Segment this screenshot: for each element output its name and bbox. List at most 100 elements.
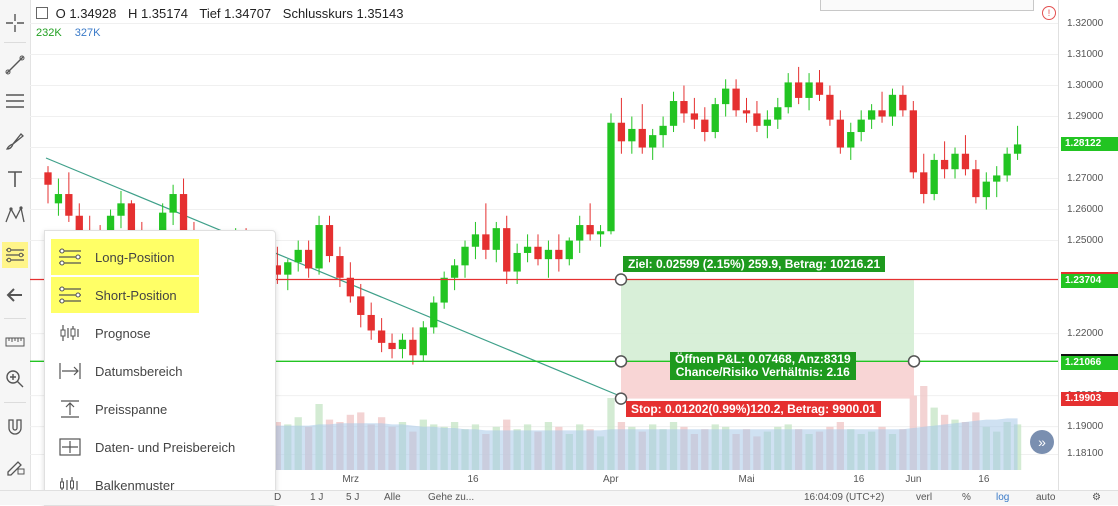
range-1y-button[interactable]: 1 J [310, 492, 324, 503]
candle-body [409, 339, 417, 356]
position-tools-menu: Long-Position Short-Position Prognose Da… [44, 230, 276, 506]
candle-body [336, 256, 344, 278]
price-tick-label: 1.27000 [1067, 172, 1104, 184]
date-range-icon [57, 361, 83, 381]
candle-body [774, 107, 782, 120]
price-axis[interactable]: 1.320001.310001.300001.290001.280001.270… [1058, 0, 1118, 490]
lock-drawing-icon[interactable] [2, 452, 28, 478]
drawing-toolbar [0, 0, 31, 504]
candle-body [357, 296, 365, 315]
candle-body [273, 265, 282, 275]
menu-item-label: Daten- und Preisbereich [95, 439, 236, 455]
candle-body [878, 110, 886, 117]
price-tick-label: 1.18100 [1067, 448, 1104, 460]
position-handle [907, 355, 921, 368]
position-tools-icon[interactable] [2, 242, 28, 268]
candle-body [461, 246, 469, 266]
goto-button[interactable]: Gehe zu... [428, 492, 475, 503]
candle-body [607, 122, 615, 232]
price-tick-label: 1.32000 [1067, 17, 1104, 29]
candle-body [732, 88, 740, 111]
menu-item-label: Datumsbereich [95, 363, 183, 379]
menu-item-date-price-range[interactable]: Daten- und Preisbereich [51, 429, 269, 465]
brush-icon[interactable] [2, 128, 28, 154]
candle-body [596, 231, 605, 235]
candle-body [669, 101, 678, 126]
date-price-range-icon [57, 437, 83, 457]
ruler-icon[interactable] [2, 328, 28, 354]
candle-body [951, 153, 959, 170]
toggle-percent[interactable]: % [962, 492, 971, 503]
range-5y-button[interactable]: 5 J [346, 492, 360, 503]
candle-body [722, 88, 730, 105]
low-value: Tief 1.34707 [199, 6, 272, 21]
crosshair-icon[interactable] [2, 10, 28, 36]
candle-body [503, 228, 511, 272]
alert-icon[interactable]: ! [1042, 6, 1056, 20]
pattern-icon[interactable] [2, 202, 28, 228]
bars-pattern-icon [57, 475, 83, 495]
high-value: H 1.35174 [127, 6, 188, 21]
range-all-button[interactable]: Alle [384, 492, 401, 503]
top-widget[interactable] [820, 0, 1034, 11]
candle-body [450, 265, 459, 278]
candle-body [367, 314, 375, 331]
candle-body [826, 94, 834, 120]
toggle-log[interactable]: log [996, 492, 1010, 503]
candle-body [294, 249, 302, 263]
magnet-icon[interactable] [2, 414, 28, 440]
menu-item-label: Short-Position [95, 287, 177, 303]
toggle-auto[interactable]: auto [1036, 492, 1056, 503]
position-handle [614, 392, 628, 405]
back-arrow-icon[interactable] [2, 282, 28, 308]
time-tick-label: 16 [853, 474, 865, 485]
candle-body [159, 212, 167, 244]
stop-label[interactable]: Stop: 0.01202(0.99%)120.2, Betrag: 9900.… [626, 401, 881, 417]
candle-body [993, 175, 1001, 182]
scroll-to-end-button[interactable]: » [1030, 430, 1054, 454]
time-tick-label: 16 [467, 474, 479, 485]
menu-item-long-position[interactable]: Long-Position [51, 239, 199, 275]
time-tick-label: Jun [905, 474, 922, 485]
clock-text: 16:04:09 (UTC+2) [804, 492, 885, 503]
candle-body [304, 249, 313, 269]
candle-body [982, 181, 990, 198]
candle-body [325, 225, 334, 257]
time-tick-label: 16 [978, 474, 990, 485]
menu-item-forecast[interactable]: Prognose [51, 315, 269, 351]
price-badge: 1.19903 [1061, 391, 1118, 406]
candle-body [377, 330, 386, 343]
price-badge: 1.21066 [1061, 355, 1118, 370]
candle-body [523, 246, 532, 253]
menu-item-label: Preisspanne [95, 401, 168, 417]
candle-body [179, 194, 188, 232]
menu-item-bars-pattern[interactable]: Balkenmuster [51, 467, 269, 503]
candle-body [711, 104, 719, 133]
zoom-icon[interactable] [2, 366, 28, 392]
menu-item-short-position[interactable]: Short-Position [51, 277, 199, 313]
target-label[interactable]: Ziel: 0.02599 (2.15%) 259.9, Betrag: 102… [623, 256, 886, 272]
menu-item-price-range[interactable]: Preisspanne [51, 391, 269, 427]
collapse-icon[interactable] [36, 7, 48, 19]
settings-icon[interactable]: ⚙ [1092, 492, 1101, 503]
candle-body [763, 119, 772, 126]
toggle-adjust[interactable]: verl [916, 492, 933, 503]
risk-reward-text: Chance/Risiko Verhältnis: 2.16 [675, 365, 850, 379]
candle-body [680, 101, 688, 114]
long-position-icon [57, 247, 83, 267]
candle-body [440, 277, 448, 303]
candle-body [117, 203, 125, 216]
price-badge: 1.23704 [1061, 273, 1118, 288]
text-icon[interactable] [2, 166, 28, 192]
pnl-label[interactable]: Öffnen P&L: 0.07468, Anz:8319 Chance/Ris… [670, 352, 856, 380]
time-tick-label: Mrz [342, 474, 359, 485]
trend-line-icon[interactable] [2, 52, 28, 78]
candle-body [65, 194, 73, 216]
volume-value-2: 327K [74, 27, 101, 39]
menu-item-date-range[interactable]: Datumsbereich [51, 353, 269, 389]
price-tick-label: 1.30000 [1067, 79, 1104, 91]
candle-body [169, 194, 177, 213]
range-d-button[interactable]: D [274, 492, 282, 503]
horizontal-lines-icon[interactable] [2, 88, 28, 114]
candle-body [701, 119, 709, 133]
